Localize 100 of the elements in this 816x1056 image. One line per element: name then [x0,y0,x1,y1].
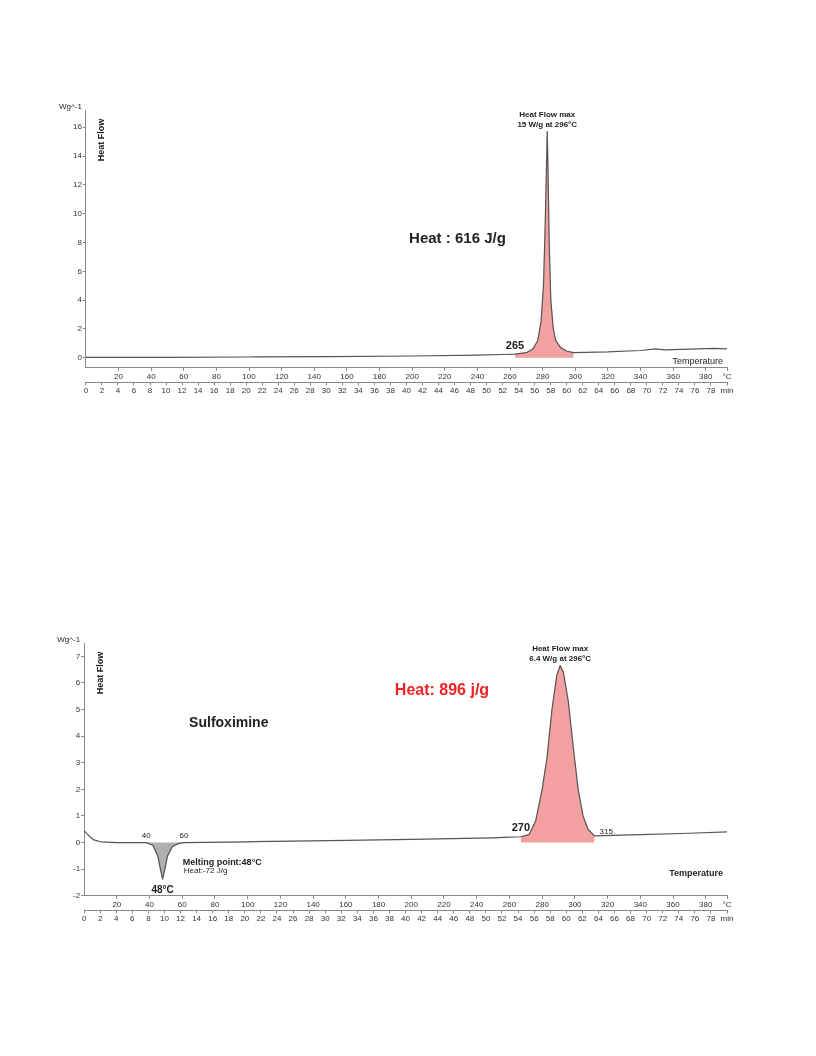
x2-tick-label: 70 [642,914,652,924]
x2-tick-label: 42 [418,386,428,396]
x2-tick-label: 48 [466,386,476,396]
annotation: 15 W/g at 296°C [517,119,578,129]
x2-tick-label: 18 [225,386,236,396]
x2-tick-label: 42 [417,914,427,924]
x-tick-label: °C [722,899,732,909]
x2-tick-label: 8 [146,914,152,924]
x-tick-label: 380 [699,371,714,381]
annotation: 40 [141,830,152,840]
x-tick-label: 100 [241,899,255,909]
x-tick-label: 180 [372,371,387,381]
x-tick-label: 260 [503,371,518,381]
x2-tick-label: 36 [369,386,380,396]
x2-tick-label: 22 [257,386,268,396]
text: Wg^-1 [59,102,83,112]
x-tick-label: 80 [210,899,220,909]
x-tick-label: 360 [666,371,681,381]
x2-tick-label: 4 [114,914,120,924]
x2-tick-label: 64 [594,386,604,396]
x2-tick-label: 40 [401,914,411,924]
x2-tick-label: 72 [658,914,668,924]
x2-tick-label: 74 [674,386,684,396]
x-tick-label: 20 [114,371,124,381]
x2-tick-label: 24 [272,914,282,924]
y-tick-label: 5 [75,704,81,714]
x-tick-label: 380 [699,899,713,909]
x2-tick-label: 6 [131,386,137,396]
x-tick-label: 160 [340,371,355,381]
x2-tick-label: 10 [161,386,172,396]
x2-tick-label: 62 [578,386,588,396]
annotation: Heat: 896 j/g [394,681,490,699]
x2-tick-label: min [720,914,734,924]
annotation: Heat Flow max [532,643,589,653]
x2-tick-label: 20 [241,386,252,396]
y-axis-title: Heat Flow [94,650,105,695]
x2-tick-label: 58 [545,914,556,924]
x2-tick-label: 16 [208,914,218,924]
y-tick-label: 6 [75,678,81,688]
y-tick-label: 7 [75,651,81,661]
annotation: 6.4 W/g at 296°C [529,653,592,663]
x-tick-label: 100 [242,371,257,381]
x2-tick-label: 50 [482,386,492,396]
x-tick-label: 120 [274,371,289,381]
x2-tick-label: 46 [450,386,460,396]
x2-tick-label: 24 [273,386,284,396]
x-tick-label: 300 [568,899,583,909]
y-tick-label: 16 [72,122,83,132]
x2-tick-label: 14 [192,914,202,924]
x2-tick-label: 58 [546,386,556,396]
x2-tick-label: 8 [147,386,153,396]
x2-tick-label: 4 [115,386,121,396]
x2-tick-label: 28 [305,386,316,396]
x-tick-label: 360 [666,899,681,909]
x2-tick-label: 16 [209,386,220,396]
x-axis-title: Temperature [669,868,723,879]
x2-tick-label: 72 [658,386,668,396]
x2-tick-label: 70 [642,386,652,396]
annotation: 48°C [151,883,174,895]
x2-tick-label: 68 [626,914,636,924]
x2-tick-label: 20 [240,914,250,924]
x2-tick-label: 76 [690,386,700,396]
annotation: Heat Flow max [519,109,576,119]
x-tick-label: 80 [211,371,222,381]
text: Sulfoximine [189,713,269,730]
x2-tick-label: 50 [481,914,491,924]
x-tick-label: 240 [470,371,485,381]
x2-tick-label: min [720,386,734,396]
x2-tick-label: 26 [288,914,299,924]
x2-tick-label: 56 [530,386,540,396]
y-tick-label: -2 [72,891,81,900]
annotation: 60 [179,830,189,840]
y-tick-label: 10 [72,208,83,218]
y-tick-label: 2 [75,784,81,794]
x2-tick-label: 10 [160,914,170,924]
x-tick-label: 140 [306,899,321,909]
y-tick-label: 3 [75,757,81,767]
x-tick-label: 300 [568,371,583,381]
x2-tick-label: 78 [706,386,716,396]
x-tick-label: °C [722,371,732,381]
x-tick-label: 40 [145,899,155,909]
x-tick-label: 280 [535,371,550,381]
x2-tick-label: 46 [449,914,459,924]
x-tick-label: 280 [535,899,550,909]
x2-tick-label: 38 [385,914,395,924]
y-tick-label: -1 [72,864,81,874]
x2-tick-label: 40 [402,386,412,396]
x2-tick-label: 66 [610,386,620,396]
x2-tick-label: 76 [690,914,700,924]
x-tick-label: 160 [339,899,354,909]
annotation: Melting point:48°C [182,856,263,867]
x-tick-label: 340 [633,371,648,381]
x-tick-label: 60 [177,899,188,909]
x-tick-label: 180 [371,899,386,909]
x2-tick-label: 54 [513,914,524,924]
x-tick-label: 20 [112,899,122,909]
x2-tick-label: 30 [320,914,331,924]
x-tick-label: 120 [273,899,288,909]
annotation: 315 [599,827,614,837]
x2-tick-label: 60 [562,386,572,396]
